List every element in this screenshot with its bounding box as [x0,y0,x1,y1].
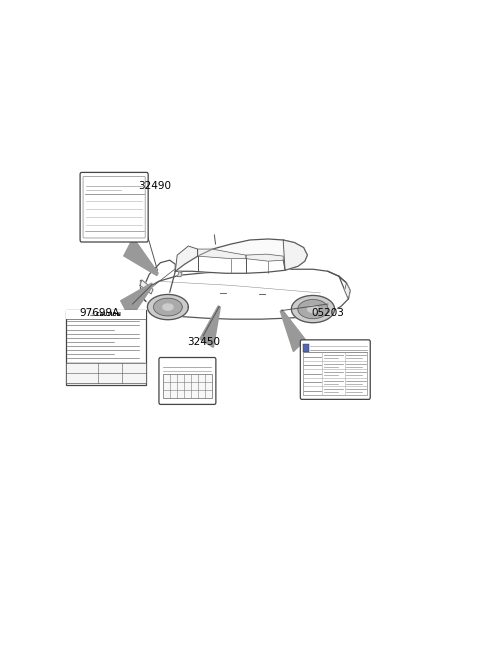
Bar [66,363,145,383]
Polygon shape [175,239,307,273]
Polygon shape [328,271,350,299]
Bar [163,373,212,398]
Bar [66,310,145,384]
Polygon shape [178,272,182,277]
Polygon shape [124,238,158,276]
Polygon shape [246,254,283,261]
Text: 32490: 32490 [138,181,171,191]
Polygon shape [175,246,198,271]
Polygon shape [154,298,182,316]
Text: ⚠ CAUTION: ⚠ CAUTION [90,312,121,317]
FancyBboxPatch shape [300,340,370,400]
Polygon shape [145,293,191,308]
FancyBboxPatch shape [159,358,216,404]
Polygon shape [291,295,335,323]
Polygon shape [198,240,283,256]
Polygon shape [345,283,350,299]
Polygon shape [147,295,188,320]
Text: 32450: 32450 [187,337,220,347]
Polygon shape [163,304,173,310]
Polygon shape [121,283,153,319]
Polygon shape [283,240,307,271]
Polygon shape [200,306,220,347]
Polygon shape [140,269,350,319]
FancyBboxPatch shape [80,172,148,242]
Text: 97699A: 97699A [79,308,119,318]
Text: 05203: 05203 [312,308,344,318]
Polygon shape [298,299,328,318]
Bar [303,344,309,352]
Polygon shape [140,260,175,313]
Bar [66,310,145,319]
Polygon shape [289,294,336,310]
Polygon shape [280,310,306,352]
Polygon shape [198,249,246,259]
Polygon shape [140,280,153,294]
Bar [303,352,367,395]
Polygon shape [308,306,318,312]
